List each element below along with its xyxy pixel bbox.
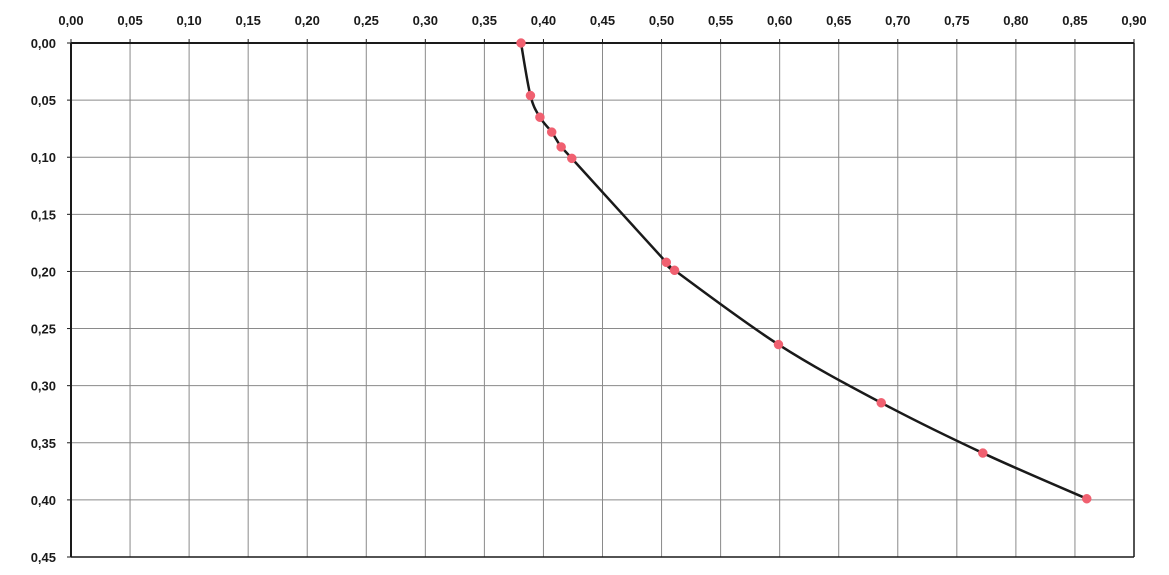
grid-layer — [71, 43, 1134, 557]
x-tick-label: 0,40 — [531, 13, 556, 28]
x-tick-label: 0,50 — [649, 13, 674, 28]
x-tick-label: 0,65 — [826, 13, 851, 28]
data-point — [661, 257, 672, 268]
data-point — [1082, 493, 1092, 504]
y-tick-label: 0,10 — [31, 150, 56, 165]
x-tick-label: 0,10 — [176, 13, 201, 28]
x-tick-label: 0,20 — [295, 13, 320, 28]
x-tick-label: 0,55 — [708, 13, 733, 28]
x-tick-label: 0,45 — [590, 13, 615, 28]
x-tick-label: 0,00 — [58, 13, 83, 28]
y-tick-label: 0,40 — [31, 493, 56, 508]
data-point — [535, 112, 545, 122]
data-point — [546, 127, 557, 137]
y-tick-label: 0,20 — [31, 264, 56, 279]
data-point — [669, 265, 680, 276]
x-tick-label: 0,25 — [354, 13, 379, 28]
data-point — [516, 38, 526, 48]
x-tick-label: 0,05 — [117, 13, 142, 28]
series-layer — [516, 38, 1092, 504]
x-tick-label: 0,70 — [885, 13, 910, 28]
data-point — [556, 142, 566, 152]
y-tick-label: 0,30 — [31, 379, 56, 394]
x-tick-label: 0,80 — [1003, 13, 1028, 28]
y-tick-label: 0,45 — [31, 550, 56, 565]
y-tick-label: 0,35 — [31, 436, 56, 451]
series-line — [519, 42, 1088, 500]
data-point — [978, 448, 988, 458]
x-tick-label: 0,35 — [472, 13, 497, 28]
data-point — [567, 153, 577, 164]
y-tick-label: 0,05 — [31, 93, 56, 108]
x-tick-label: 0,85 — [1062, 13, 1087, 28]
x-tick-label: 0,60 — [767, 13, 792, 28]
y-tick-label: 0,25 — [31, 322, 56, 337]
data-point — [876, 398, 886, 408]
x-tick-label: 0,90 — [1121, 13, 1146, 28]
data-point — [773, 339, 784, 350]
x-tick-label: 0,15 — [236, 13, 261, 28]
x-tick-label: 0,75 — [944, 13, 969, 28]
y-tick-label: 0,15 — [31, 207, 56, 222]
x-tick-label: 0,30 — [413, 13, 438, 28]
data-point — [525, 90, 536, 101]
axis-layer: 0,00 0,05 0,10 0,15 0,20 0,25 0,30 0,35 0,40 0,45… — [31, 13, 1147, 565]
y-tick-label: 0,00 — [31, 36, 56, 51]
